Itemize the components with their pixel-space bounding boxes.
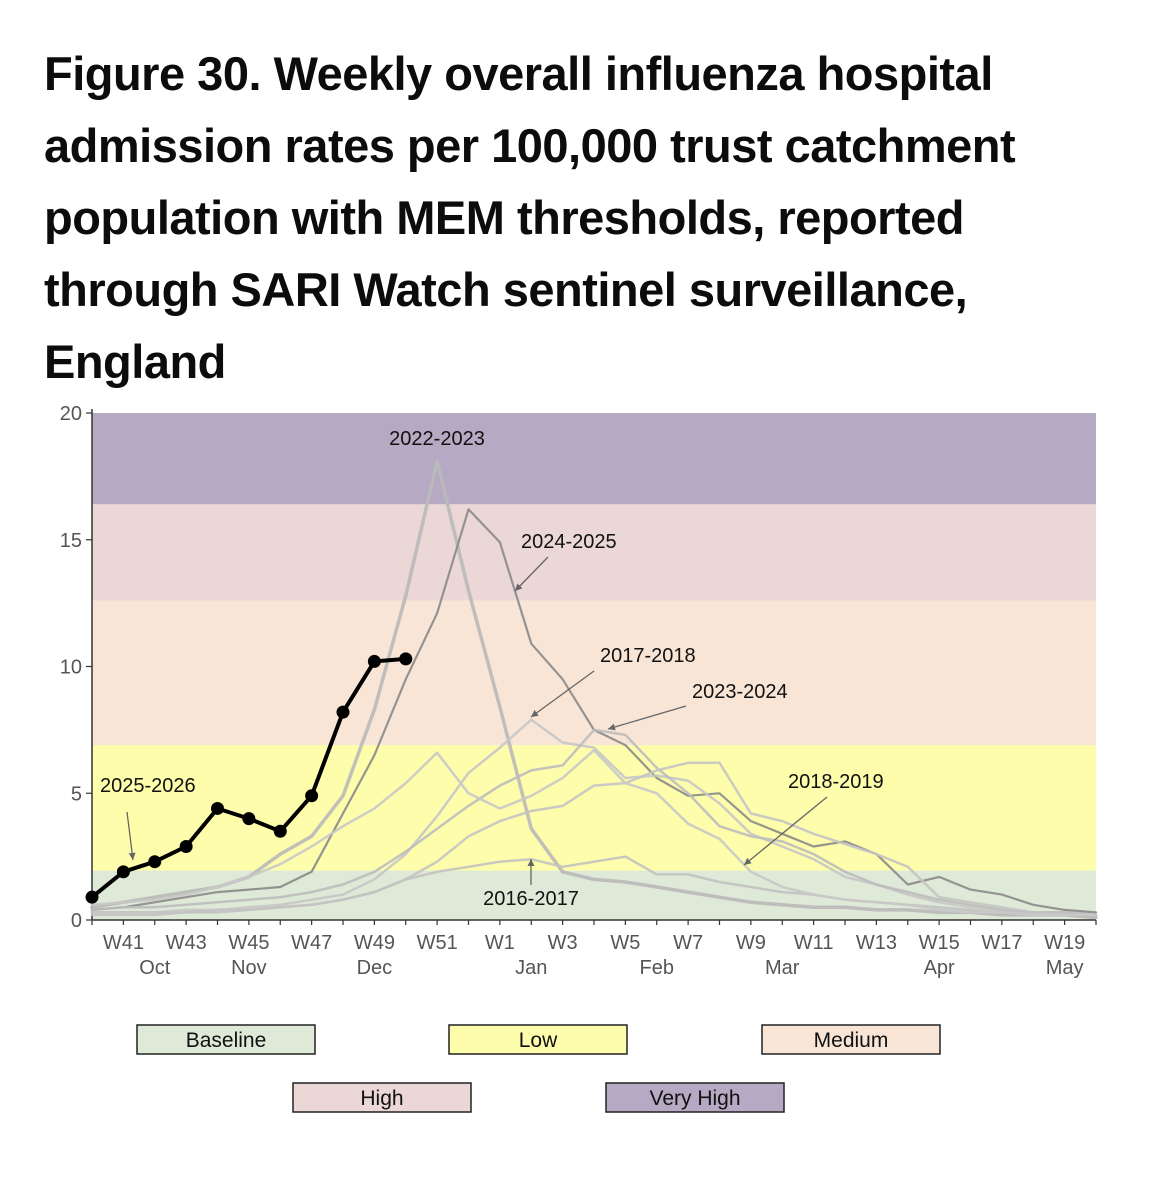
month-label: Nov: [231, 957, 267, 979]
x-tick-label: W17: [981, 932, 1022, 954]
legend-swatch-high: [292, 1082, 472, 1113]
annotation-arrow-2018-2019: [743, 796, 828, 866]
annotation-labels: 2022-2023 2024-2025 2017-2018 2023-2024 2018…: [100, 428, 884, 910]
y-tick-label: 0: [71, 910, 82, 932]
series-lines: [85, 459, 1098, 920]
legend-label-medium: Medium: [814, 1029, 889, 1052]
series-line-2022-2023: [90, 459, 1098, 920]
x-tick-label: W47: [291, 932, 332, 954]
series-point-2025-2026: [367, 654, 381, 668]
x-tick-label: W13: [856, 932, 897, 954]
series-point-2025-2026: [273, 824, 287, 838]
annotation-arrowhead-2018-2019: [744, 857, 752, 865]
series-point-2025-2026: [399, 652, 413, 666]
x-tick-label: W19: [1044, 932, 1085, 954]
band-very-high: [92, 413, 1096, 505]
legend-swatch-very-high: [605, 1082, 785, 1113]
legend: Baseline Low Medium High Very High: [136, 1024, 941, 1113]
legend-swatch-medium: [761, 1024, 941, 1055]
x-tick-label: W1: [485, 932, 515, 954]
month-label: Apr: [924, 957, 955, 979]
annotation-arrowhead-2017-2018: [531, 710, 539, 717]
annotation-label-2022-2023: 2022-2023: [389, 428, 485, 450]
annotation-label-2024-2025: 2024-2025: [521, 531, 617, 553]
x-tick-label: W43: [166, 932, 207, 954]
x-tick-label: W5: [610, 932, 640, 954]
x-tick-label: W3: [548, 932, 578, 954]
series-point-2025-2026: [211, 801, 224, 815]
annotation-label-2017-2018: 2017-2018: [600, 645, 696, 667]
month-label: Dec: [357, 957, 393, 979]
annotation-arrows: [126, 556, 828, 885]
x-tick-label: W7: [673, 932, 703, 954]
x-tick-label: W51: [417, 932, 458, 954]
month-label: Jan: [515, 957, 547, 979]
series-point-2025-2026: [305, 789, 319, 803]
month-label: Feb: [640, 957, 674, 979]
annotation-arrowhead-2016-2017: [527, 859, 535, 866]
annotation-arrowhead-2023-2024: [608, 723, 616, 731]
threshold-bands: [92, 413, 1096, 920]
annotation-arrow-2023-2024: [607, 705, 687, 730]
x-tick-label: W11: [794, 932, 834, 954]
annotation-label-2016-2017: 2016-2017: [483, 888, 579, 910]
annotation-arrow-2017-2018: [530, 670, 595, 718]
legend-label-low: Low: [519, 1029, 558, 1052]
legend-swatch-low: [448, 1024, 628, 1055]
x-tick-label: W45: [228, 932, 269, 954]
annotation-arrow-2024-2025: [514, 556, 549, 592]
month-label: Oct: [139, 957, 171, 979]
x-tick-label: W49: [354, 932, 395, 954]
x-tick-label: W41: [103, 932, 144, 954]
annotation-label-2018-2019: 2018-2019: [788, 771, 884, 793]
annotation-arrow-2025-2026: [126, 811, 134, 861]
series-point-2025-2026: [179, 839, 193, 853]
legend-label-very-high: Very High: [649, 1087, 740, 1110]
y-tick-label: 5: [71, 783, 82, 805]
annotation-arrowhead-2024-2025: [515, 583, 523, 591]
month-label: Mar: [765, 957, 800, 979]
annotation-arrowhead-2025-2026: [128, 852, 136, 860]
band-high: [92, 504, 1096, 601]
band-medium: [92, 600, 1096, 746]
axes: 0 5 10 15 20 W41 W43 W45 W47 W49 W51 W1 W3 W5 W7 W9 W11 W…: [60, 403, 1097, 979]
y-tick-label: 20: [60, 403, 82, 425]
x-tick-label: W9: [736, 932, 766, 954]
x-tick-label: W15: [919, 932, 960, 954]
legend-swatch-baseline: [136, 1024, 316, 1055]
series-point-2025-2026: [116, 865, 130, 879]
series-point-2025-2026: [85, 890, 99, 904]
y-tick-label: 15: [60, 530, 82, 552]
series-line-2019-2020: [90, 748, 1098, 917]
band-low: [92, 745, 1096, 871]
series-point-2025-2026: [336, 705, 350, 719]
series-line-2016-2017: [90, 855, 1098, 917]
y-tick-label: 10: [60, 657, 82, 679]
series-line-2023-2024: [90, 728, 1098, 917]
figure-title: Figure 30. Weekly overall influenza hosp…: [44, 47, 1016, 388]
series-line-2017-2018: [90, 718, 1098, 917]
annotation-label-2023-2024: 2023-2024: [692, 681, 788, 703]
month-label: May: [1046, 957, 1084, 979]
legend-label-baseline: Baseline: [186, 1029, 267, 1052]
annotation-label-2025-2026: 2025-2026: [100, 775, 196, 797]
legend-label-high: High: [360, 1087, 403, 1110]
series-point-2025-2026: [148, 855, 162, 869]
series-point-2025-2026: [242, 812, 256, 826]
